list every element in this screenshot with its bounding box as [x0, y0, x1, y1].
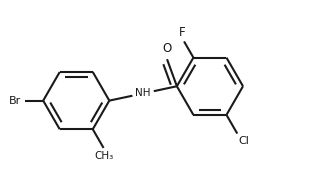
Text: O: O: [162, 43, 172, 56]
Text: Cl: Cl: [239, 136, 250, 146]
Text: NH: NH: [135, 89, 151, 98]
Text: CH₃: CH₃: [94, 151, 113, 161]
Text: F: F: [179, 26, 186, 39]
Text: Br: Br: [9, 96, 22, 106]
